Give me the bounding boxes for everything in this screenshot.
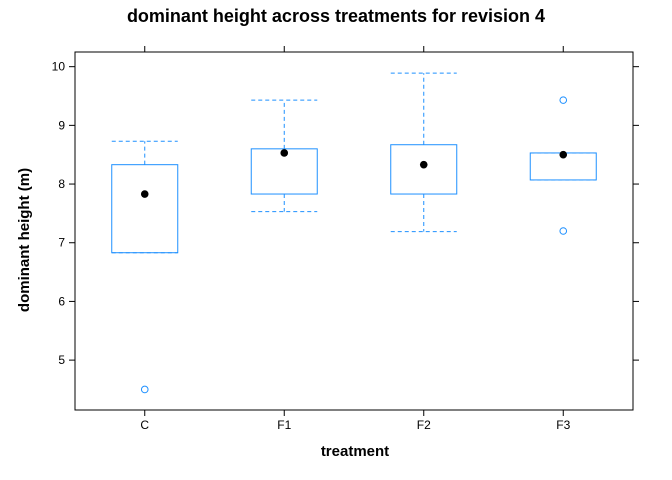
box-F2 [390,144,458,195]
y-tick-label-7: 7 [58,236,65,250]
outlier-point-F3-0 [559,96,568,104]
box-F1 [250,148,318,195]
y-tick-label-8: 8 [58,177,65,191]
x-axis-label: treatment [321,443,389,460]
x-tick-label-F1: F1 [277,418,291,432]
median-point-F3 [559,150,568,159]
y-tick-label-10: 10 [52,60,66,74]
median-point-C [140,190,149,198]
median-point-F2 [419,160,428,169]
plot-frame [74,51,634,411]
chart-title: dominant height across treatments for re… [127,6,545,26]
y-tick-label-9: 9 [58,118,65,132]
x-tick-label-C: C [140,418,149,432]
median-point-F1 [280,149,289,157]
y-tick-label-6: 6 [58,294,65,308]
y-axis-label: dominant height (m) [16,168,33,312]
outlier-point-F3-1 [559,227,568,235]
outlier-point-C-0 [140,385,149,394]
box-C [111,164,179,254]
y-tick-label-5: 5 [58,353,65,367]
x-tick-label-F3: F3 [556,418,570,432]
plot-marks: 5 6 7 8 9 10 C F1 F2 F3 [52,46,639,432]
x-tick-label-F2: F2 [417,418,431,432]
